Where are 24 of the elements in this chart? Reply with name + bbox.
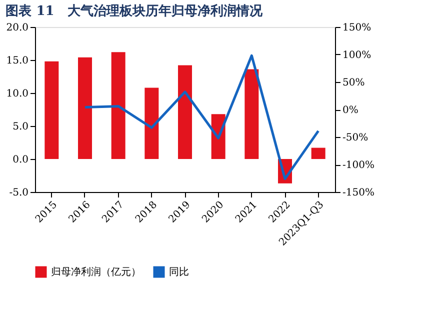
y2-tick-label: -50% (342, 132, 368, 144)
line-series (84, 54, 320, 180)
bar (111, 52, 126, 159)
y-tick-label: 15.0 (6, 56, 28, 66)
y2-tick-label: 50% (342, 78, 365, 88)
bar (144, 88, 159, 159)
bar (244, 69, 259, 159)
y2-tick-label: 0% (342, 105, 358, 116)
y-tick-label: 0.0 (12, 154, 28, 166)
legend-label: 归母净利润（亿元） (51, 266, 141, 278)
legend-label: 同比 (169, 266, 189, 278)
y2-tick-label: -150% (342, 188, 374, 198)
bar (178, 65, 192, 159)
chart-title: 图表 11 大气治理板块历年归母净利润情况 (6, 3, 264, 19)
y2-tick-label: -100% (342, 160, 374, 171)
bar (78, 57, 92, 159)
y2-tick-label: 150% (342, 22, 372, 34)
y2-tick-label: 100% (342, 50, 372, 61)
bar (44, 61, 59, 159)
y-tick-label: -5.0 (9, 188, 28, 198)
bar (311, 148, 326, 159)
y-tick-label: 10.0 (6, 88, 28, 100)
y-tick-label: 20.0 (6, 22, 28, 34)
y-tick-label: 5.0 (12, 122, 28, 132)
